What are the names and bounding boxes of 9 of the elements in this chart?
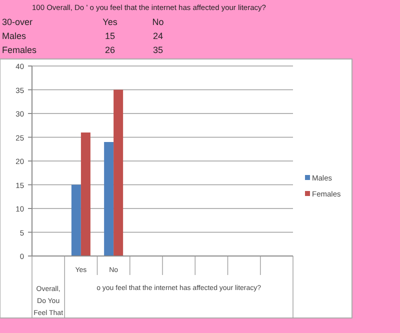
text: 30-over	[2, 17, 33, 27]
text: 35	[152, 45, 164, 55]
text: 15	[104, 31, 116, 41]
text: 24	[152, 31, 164, 41]
text: Females	[2, 45, 37, 55]
text: 26	[104, 45, 116, 55]
category-label: Yes	[102, 17, 118, 27]
category-label: No	[152, 17, 164, 27]
text: Males	[2, 31, 26, 41]
